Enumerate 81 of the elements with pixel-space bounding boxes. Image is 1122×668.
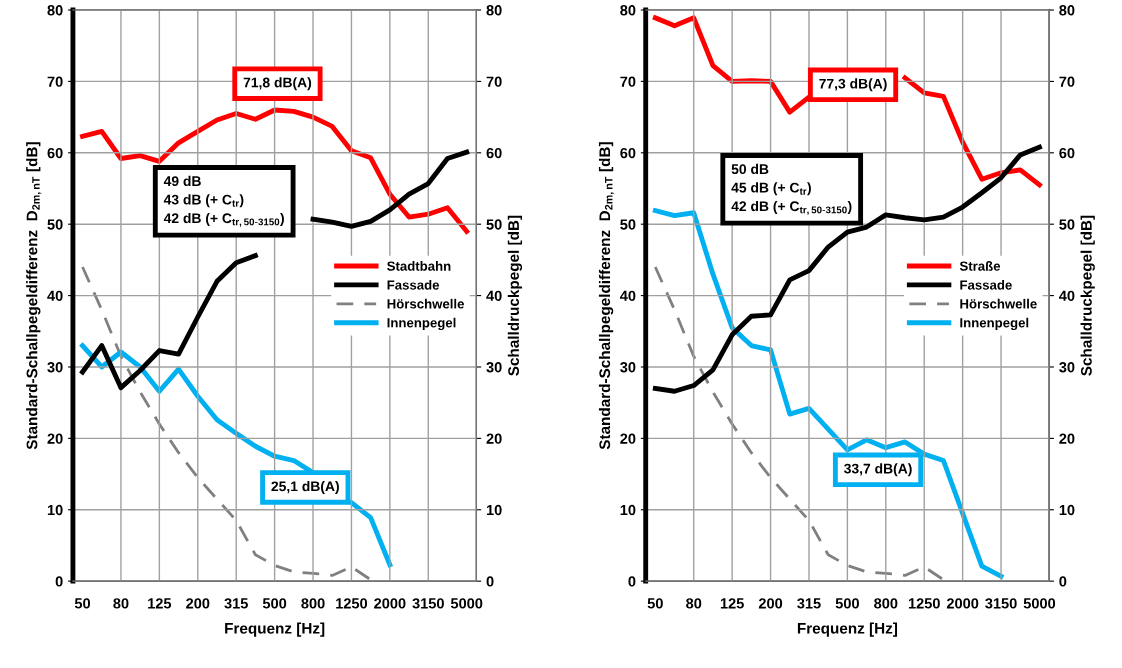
- annotation: 33,7 dB(A): [844, 463, 912, 477]
- y-tick-label: 70: [47, 76, 63, 87]
- annotation: 25,1 dB(A): [271, 481, 339, 494]
- y2-tick-label: 70: [486, 76, 502, 87]
- y-tick-label: 60: [47, 147, 63, 159]
- y-tick-label: 70: [620, 76, 636, 87]
- y-tick-label: 80: [47, 5, 63, 16]
- x-tick-label: 800: [301, 598, 325, 609]
- y-axis-title: Standard-Schallpegeldifferenz D$_{2m,nT}$ [dB]: [26, 142, 42, 450]
- x-tick-label: 315: [224, 598, 248, 609]
- x-tick-label: 80: [113, 598, 129, 609]
- legend-label: Hörschwelle: [960, 298, 1037, 309]
- y-tick-label: 30: [47, 362, 63, 373]
- y2-tick-label: 10: [1059, 504, 1075, 516]
- y2-tick-label: 20: [1059, 433, 1075, 444]
- x-tick-label: 50: [74, 598, 91, 609]
- x-axis-title: Frequenz [Hz]: [225, 622, 325, 637]
- x-tick-label: 80: [686, 598, 702, 609]
- y2-tick-label: 40: [1059, 290, 1075, 302]
- y-tick-label: 20: [620, 433, 636, 444]
- y2-tick-label: 80: [1059, 5, 1075, 16]
- x-tick-label: 125: [720, 598, 744, 609]
- y-tick-label: 10: [47, 504, 63, 516]
- y2-tick-label: 40: [486, 290, 502, 302]
- y2-tick-label: 30: [1059, 362, 1075, 373]
- x-tick-label: 500: [262, 598, 287, 609]
- x-tick-label: 200: [758, 598, 783, 609]
- x-tick-label: 3150: [985, 598, 1017, 609]
- line-series: [653, 265, 945, 582]
- y2-tick-label: 0: [486, 576, 494, 587]
- x-tick-label: 500: [835, 598, 859, 609]
- y2-tick-label: 20: [486, 433, 502, 444]
- y-tick-label: 40: [619, 290, 636, 302]
- annotation: 49 dB 43 dB (+ C$_{tr}$) 42 dB (+ C$_{tr,50-3150}$): [163, 175, 284, 227]
- x-tick-label: 3150: [412, 598, 444, 609]
- y2-axis-title: Schalldruckpegel [dB]: [507, 215, 523, 376]
- y-axis-title: Standard-Schallpegeldifferenz D$_{2m,nT}$ [dB]: [598, 142, 615, 450]
- legend-label: Straße: [959, 261, 1001, 271]
- y2-tick-label: 70: [1059, 76, 1075, 87]
- y2-tick-label: 50: [486, 219, 502, 230]
- annotation: 50 dB 45 dB (+ C$_{tr}$) 42 dB (+ C$_{tr,50-3150}$): [731, 163, 852, 215]
- y-tick-label: 20: [47, 433, 63, 444]
- y-tick-label: 40: [47, 290, 63, 302]
- y2-tick-label: 10: [486, 504, 502, 516]
- legend-label: Fassade: [960, 279, 1012, 290]
- x-tick-label: 200: [186, 598, 210, 609]
- y-tick-label: 80: [620, 5, 636, 16]
- x-tick-label: 5000: [1023, 598, 1056, 609]
- y-tick-label: 60: [620, 147, 636, 159]
- x-axis-title: Frequenz [Hz]: [797, 622, 898, 637]
- legend-label: Fassade: [387, 279, 440, 290]
- y-tick-label: 50: [620, 219, 636, 230]
- legend-label: Stadtbahn: [387, 261, 451, 271]
- y2-tick-label: 30: [486, 362, 502, 373]
- x-tick-label: 1250: [336, 598, 368, 609]
- y2-tick-label: 80: [486, 5, 502, 16]
- x-tick-label: 125: [148, 598, 172, 609]
- x-tick-label: 50: [647, 598, 663, 609]
- x-tick-label: 5000: [450, 598, 483, 609]
- y-tick-label: 10: [620, 504, 636, 516]
- y2-tick-label: 0: [1059, 576, 1067, 587]
- line-series: [80, 107, 470, 234]
- y-tick-label: 0: [55, 576, 63, 587]
- legend-label: Hörschwelle: [387, 298, 464, 309]
- annotation: 77,3 dB(A): [819, 78, 887, 92]
- x-tick-label: 800: [874, 598, 898, 609]
- x-tick-label: 2000: [374, 598, 406, 609]
- annotation: 71,8 dB(A): [243, 77, 312, 91]
- y-tick-label: 50: [47, 219, 63, 230]
- y2-tick-label: 50: [1059, 219, 1075, 230]
- line-series: [652, 144, 1042, 394]
- y2-axis-title: Schalldruckpegel [dB]: [1080, 215, 1095, 376]
- y-tick-label: 30: [620, 362, 636, 373]
- y2-tick-label: 60: [486, 147, 502, 159]
- legend-label: Innenpegel: [960, 317, 1029, 331]
- x-tick-label: 1250: [908, 598, 940, 609]
- y2-tick-label: 60: [1059, 147, 1075, 159]
- x-tick-label: 2000: [946, 598, 979, 609]
- x-tick-label: 315: [797, 598, 821, 609]
- y-tick-label: 0: [628, 576, 636, 587]
- legend-label: Innenpegel: [387, 317, 456, 331]
